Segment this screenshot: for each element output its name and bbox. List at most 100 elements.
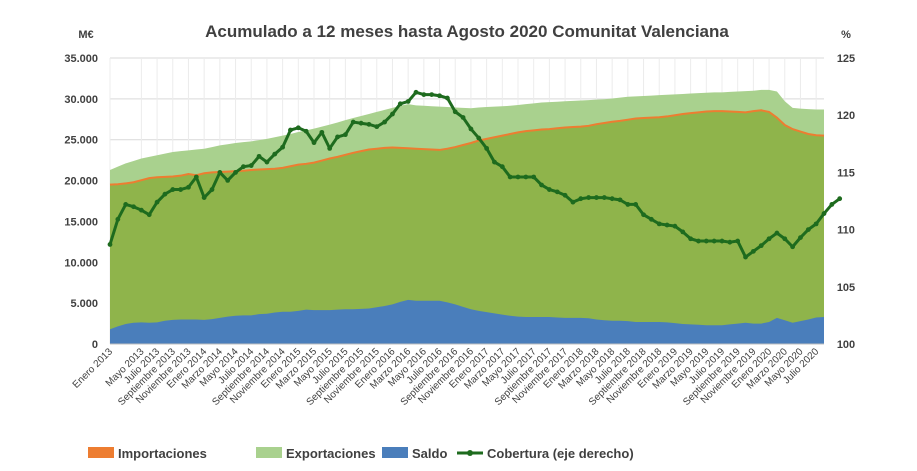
point-cobertura [727, 239, 733, 245]
point-cobertura [421, 92, 427, 98]
point-cobertura [837, 196, 843, 202]
point-cobertura [178, 187, 184, 192]
point-cobertura [170, 187, 176, 192]
point-cobertura [272, 151, 278, 157]
point-cobertura [523, 174, 529, 180]
point-cobertura [240, 164, 246, 170]
point-cobertura [609, 196, 615, 202]
point-cobertura [601, 195, 607, 200]
point-cobertura [413, 89, 419, 95]
point-cobertura [444, 95, 450, 101]
point-cobertura [507, 174, 513, 180]
left-tick-label: 0 [92, 339, 98, 351]
point-cobertura [154, 199, 160, 205]
point-cobertura [311, 140, 317, 146]
point-cobertura [546, 187, 552, 192]
point-cobertura [319, 129, 325, 135]
point-cobertura [476, 135, 482, 141]
area-series [109, 89, 825, 345]
line-cobertura [108, 90, 841, 259]
point-cobertura [578, 196, 584, 202]
point-cobertura [641, 212, 646, 218]
point-cobertura [829, 202, 835, 207]
point-cobertura [468, 126, 474, 132]
right-axis-unit: % [841, 29, 851, 41]
right-tick-label: 120 [837, 110, 855, 122]
right-tick-label: 105 [837, 282, 855, 294]
right-tick-label: 125 [837, 53, 855, 65]
point-cobertura [813, 221, 819, 227]
point-cobertura [358, 120, 364, 126]
legend-label: Importaciones [118, 446, 207, 461]
point-cobertura [664, 222, 670, 228]
point-cobertura [790, 244, 796, 250]
left-tick-label: 5.000 [70, 298, 98, 310]
point-cobertura [703, 238, 709, 244]
point-cobertura [617, 197, 623, 203]
left-tick-label: 25.000 [64, 135, 98, 147]
point-cobertura [719, 238, 725, 244]
point-cobertura [366, 121, 372, 127]
point-cobertura [680, 229, 686, 235]
point-cobertura [492, 159, 497, 165]
point-cobertura [625, 202, 631, 207]
point-cobertura [335, 134, 340, 140]
point-cobertura [107, 242, 113, 247]
point-cobertura [397, 101, 403, 107]
point-cobertura [570, 199, 576, 205]
point-cobertura [515, 174, 521, 180]
point-cobertura [499, 164, 505, 170]
point-cobertura [656, 221, 662, 227]
point-cobertura [342, 132, 348, 138]
right-tick-label: 100 [837, 339, 855, 351]
left-tick-label: 15.000 [64, 216, 98, 228]
point-cobertura [648, 216, 654, 222]
point-cobertura [688, 236, 694, 242]
chart-title: Acumulado a 12 meses hasta Agosto 2020 C… [205, 22, 729, 41]
legend: Importaciones Exportaciones Saldo Cobertura… [88, 446, 634, 461]
point-cobertura [735, 238, 741, 244]
point-cobertura [217, 170, 223, 175]
point-cobertura [594, 195, 599, 200]
point-cobertura [452, 109, 458, 115]
point-cobertura [374, 124, 380, 130]
point-cobertura [429, 92, 435, 98]
point-cobertura [256, 153, 262, 159]
legend-swatch [382, 447, 408, 458]
legend-label: Saldo [412, 446, 447, 461]
point-cobertura [193, 174, 199, 180]
point-cobertura [390, 111, 395, 117]
point-cobertura [766, 236, 772, 242]
point-cobertura [115, 216, 121, 222]
point-cobertura [138, 207, 144, 213]
left-tick-label: 35.000 [64, 53, 98, 65]
point-cobertura [484, 145, 490, 151]
point-cobertura [233, 170, 238, 175]
point-cobertura [782, 236, 788, 242]
point-cobertura [437, 93, 442, 99]
legend-swatch [256, 447, 282, 458]
point-cobertura [280, 144, 286, 150]
point-cobertura [382, 119, 388, 125]
line-series [107, 89, 843, 260]
point-cobertura [327, 145, 333, 151]
point-cobertura [225, 178, 231, 183]
point-cobertura [146, 212, 152, 218]
left-tick-label: 30.000 [64, 94, 98, 106]
legend-marker [467, 450, 473, 456]
point-cobertura [798, 235, 803, 241]
legend-swatch [88, 447, 114, 458]
right-tick-label: 115 [837, 167, 855, 179]
point-cobertura [248, 163, 254, 168]
point-cobertura [186, 184, 191, 190]
point-cobertura [743, 254, 748, 260]
point-cobertura [758, 243, 764, 249]
point-cobertura [405, 99, 411, 104]
point-cobertura [554, 189, 560, 195]
point-cobertura [303, 128, 309, 134]
point-cobertura [460, 115, 466, 120]
point-cobertura [531, 174, 537, 180]
point-cobertura [633, 202, 639, 207]
